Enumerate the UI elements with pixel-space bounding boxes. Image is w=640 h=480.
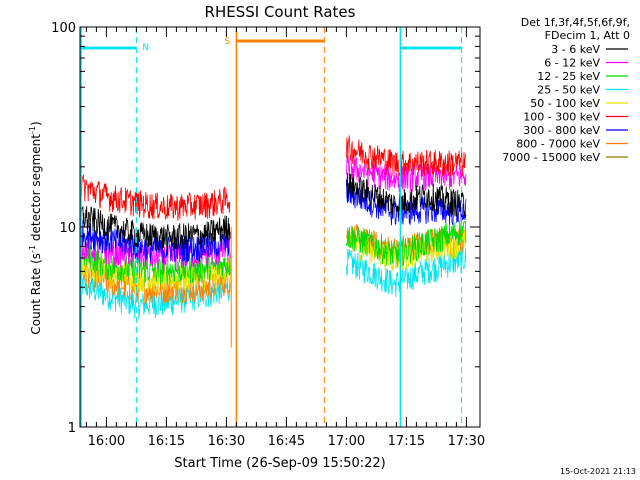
x-tick-label: 16:30 [208,434,245,449]
x-tick-label: 17:15 [388,434,425,449]
footer-date: 15-Oct-2021 21:13 [560,467,636,476]
y-tick-label: 100 [51,21,76,36]
night-label: N [142,43,149,53]
legend-header-line1: Det 1f,3f,4f,5f,6f,9f, [521,16,630,29]
x-tick-label: 17:30 [448,434,485,449]
axes-group: 1 10 100 16:00 16:15 16:30 16:45 17:00 17:15 17:3… [51,21,485,449]
legend-header-line2: FDecim 1, Att 0 [545,29,630,42]
series-line-3-6keV [346,172,467,218]
y-tick-label: 10 [59,221,76,236]
y-label-exp2: -1 [28,126,37,134]
y-label-main: Count Rate (s [29,253,43,335]
series-line-25-50keV [79,271,231,320]
x-axis-label: Start Time (26-Sep-09 15:50:22) [174,456,385,471]
x-tick-label: 16:00 [88,434,125,449]
series-line-50-100keV [346,229,467,271]
series-line-3-6keV [79,203,231,252]
legend-label: 6 - 12 keV [544,57,600,70]
x-tick-label: 17:00 [328,434,365,449]
series-line-100-300keV [346,135,467,178]
x-tick-label: 16:15 [148,434,185,449]
x-tick-label: 16:45 [268,434,305,449]
series-group [79,135,467,320]
legend-label: 12 - 25 keV [537,70,600,83]
series-line-100-300keV [79,174,231,221]
y-axis-label: Count Rate (s-1 detector segment-1) [28,121,43,334]
legend-label: 7000 - 15000 keV [502,151,600,164]
y-label-close: ) [29,121,43,126]
y-label-mid: detector segment [29,134,43,245]
legend-label: 50 - 100 keV [530,97,600,110]
legend-label: 100 - 300 keV [523,111,600,124]
y-label-exp1: -1 [28,245,37,253]
chart-title: RHESSI Count Rates [205,3,356,21]
y-tick-label: 1 [68,421,76,436]
saa-label: S [224,37,230,47]
series-line-12-25keV [346,220,467,267]
legend-label: 300 - 800 keV [523,124,600,137]
series-line-6-12keV [346,154,467,193]
legend-label: 800 - 7000 keV [516,138,600,151]
legend-label: 25 - 50 keV [537,84,600,97]
marker-group: NS [80,27,463,427]
legend-label: 3 - 6 keV [551,43,600,56]
